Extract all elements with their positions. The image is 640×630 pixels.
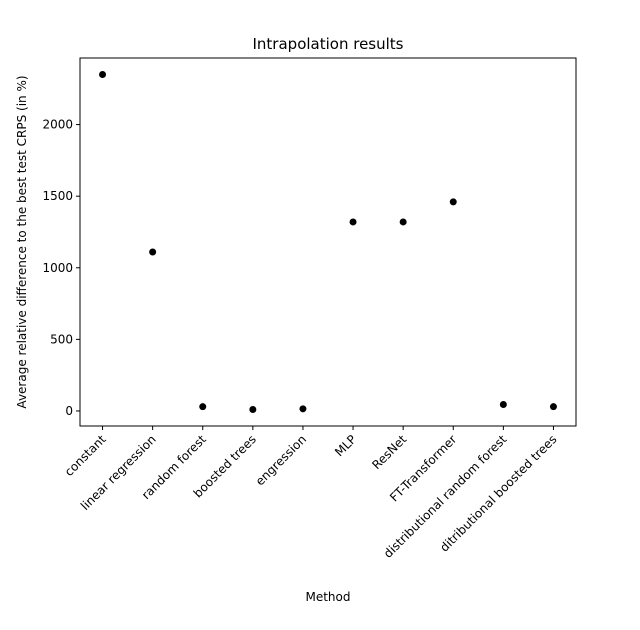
x-axis-label: Method	[305, 590, 350, 604]
plot-frame	[79, 57, 577, 427]
x-tick-label: MLP	[332, 432, 359, 459]
data-point	[249, 406, 257, 414]
y-tick-label: 500	[50, 332, 73, 346]
data-point	[349, 218, 357, 226]
data-point	[449, 198, 457, 206]
data-point	[549, 403, 557, 411]
x-tick-label: constant	[62, 432, 109, 479]
data-points	[99, 70, 557, 414]
y-axis: 0 500 1000 1500 2000	[42, 118, 80, 418]
y-tick-label: 2000	[42, 118, 73, 132]
x-tick-label: ResNet	[369, 432, 409, 472]
chart-title: Intrapolation results	[253, 35, 404, 53]
y-tick-label: 1500	[42, 189, 73, 203]
y-axis-label: Average relative difference to the best …	[15, 75, 29, 408]
data-point	[399, 218, 407, 226]
y-tick-label: 0	[65, 404, 73, 418]
data-point	[199, 403, 207, 411]
data-point	[149, 248, 157, 256]
data-point	[299, 405, 307, 413]
data-point	[99, 70, 107, 78]
data-point	[499, 401, 507, 409]
x-tick-label: engression	[253, 432, 309, 488]
y-tick-label: 1000	[42, 261, 73, 275]
